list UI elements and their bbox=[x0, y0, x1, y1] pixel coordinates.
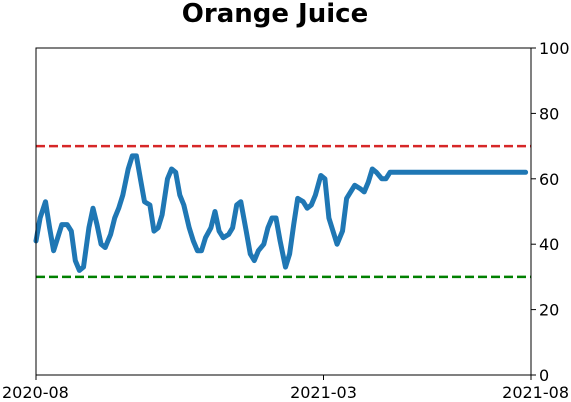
x-axis: 2020-08 2021-03 2021-08 bbox=[2, 375, 569, 402]
y-axis: 0 20 40 60 80 100 bbox=[531, 39, 570, 385]
y-tick-label-20: 20 bbox=[539, 301, 559, 320]
y-tick-label-60: 60 bbox=[539, 170, 559, 189]
y-tick-label-0: 0 bbox=[539, 366, 549, 385]
series-line-0 bbox=[33, 153, 529, 273]
chart-title: Orange Juice bbox=[182, 0, 368, 29]
y-tick-label-80: 80 bbox=[539, 104, 559, 123]
y-tick-label-100: 100 bbox=[539, 39, 570, 58]
x-tick-label-2021-03: 2021-03 bbox=[290, 383, 357, 402]
plot-frame bbox=[35, 47, 532, 376]
x-tick-label-2020-08: 2020-08 bbox=[2, 383, 69, 402]
y-tick-label-40: 40 bbox=[539, 235, 559, 254]
reference-lines bbox=[36, 144, 531, 279]
series-group bbox=[33, 153, 529, 273]
x-tick-label-2021-08: 2021-08 bbox=[502, 383, 569, 402]
